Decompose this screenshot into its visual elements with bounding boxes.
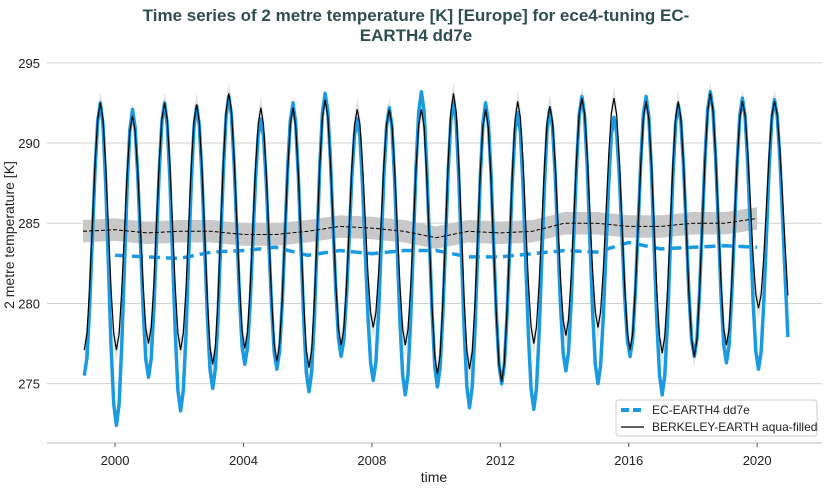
running-mean-ec-earth4 <box>115 240 758 261</box>
x-tick-label: 2012 <box>486 453 515 468</box>
legend-label-ec-earth4: EC-EARTH4 dd7e <box>652 403 750 417</box>
y-tick-label: 280 <box>18 296 40 311</box>
x-tick-label: 2016 <box>614 453 643 468</box>
legend-box <box>615 399 818 437</box>
y-tick-label: 290 <box>18 136 40 151</box>
running-mean-berkeley-earth <box>82 217 758 239</box>
x-tick-label: 2004 <box>229 453 258 468</box>
legend-label-berkeley: BERKELEY-EARTH aqua-filled <box>652 420 817 434</box>
y-tick-label: 295 <box>18 56 40 71</box>
legend: EC-EARTH4 dd7e BERKELEY-EARTH aqua-fille… <box>615 399 818 437</box>
observation-mean-band <box>83 207 758 249</box>
x-tick-label: 2008 <box>357 453 386 468</box>
title-line-2: EARTH4 dd7e <box>359 26 473 45</box>
series-line-berkeley-earth <box>83 93 789 383</box>
y-axis-label: 2 metre temperature [K] <box>1 161 17 309</box>
x-tick-label: 2020 <box>743 453 772 468</box>
y-tick-label: 285 <box>18 216 40 231</box>
chart-title: Time series of 2 metre temperature [K] [… <box>0 6 832 46</box>
x-axis-label: time <box>421 469 448 485</box>
x-tick-label: 2000 <box>101 453 130 468</box>
y-tick-label: 275 <box>18 377 40 392</box>
title-line-1: Time series of 2 metre temperature [K] [… <box>142 6 690 25</box>
